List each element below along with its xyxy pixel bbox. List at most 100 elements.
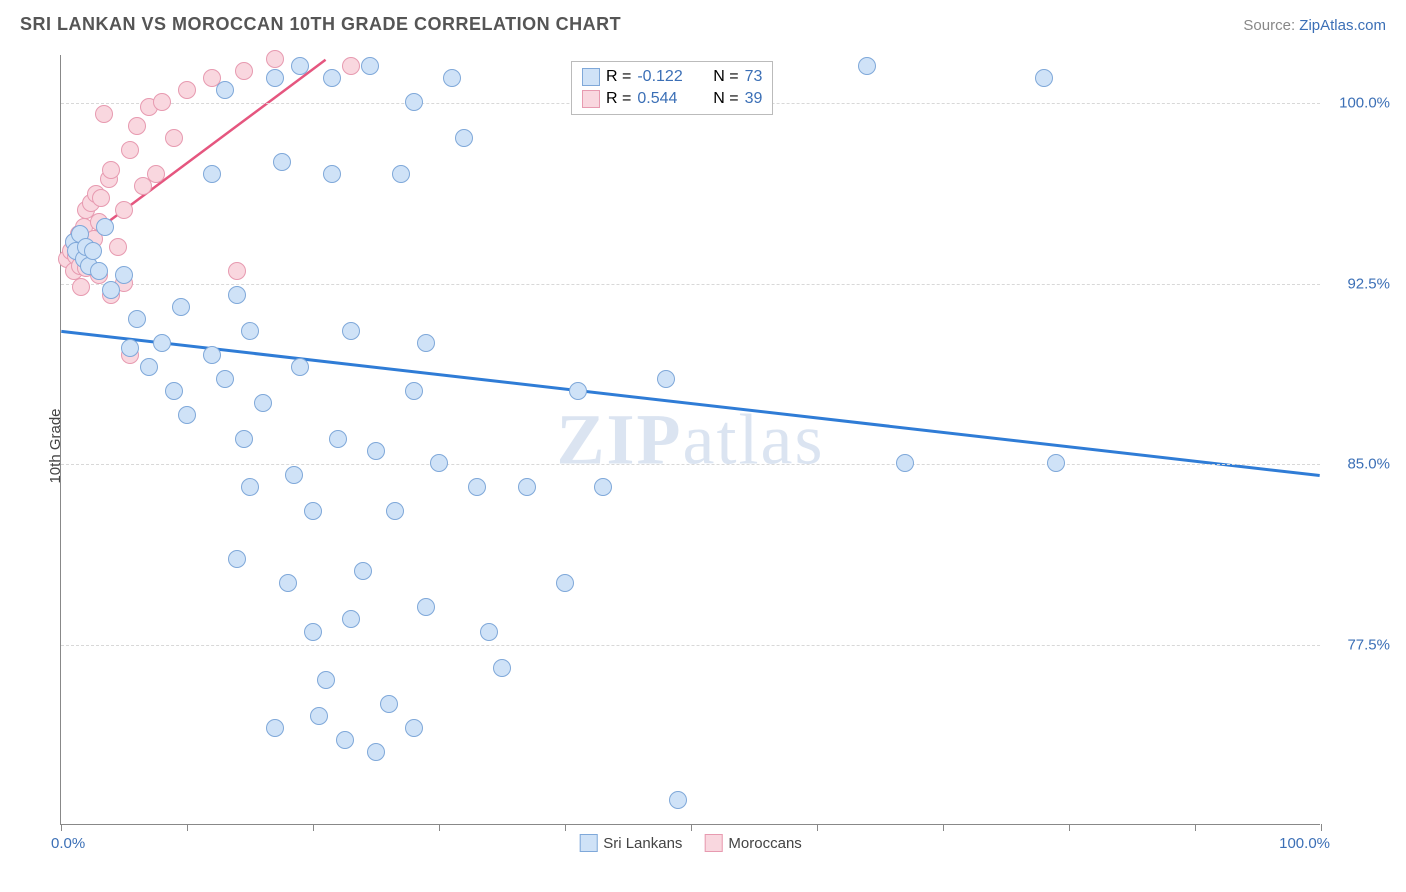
x-tick xyxy=(943,824,944,831)
data-point xyxy=(228,550,246,568)
data-point xyxy=(291,57,309,75)
x-tick xyxy=(817,824,818,831)
data-point xyxy=(858,57,876,75)
n-value: 73 xyxy=(745,68,763,86)
data-point xyxy=(556,574,574,592)
data-point xyxy=(102,281,120,299)
data-point xyxy=(430,454,448,472)
data-point xyxy=(380,695,398,713)
data-point xyxy=(323,69,341,87)
correlation-legend: R = -0.122 N = 73 R = 0.544 N = 39 xyxy=(571,61,773,115)
y-tick-label: 92.5% xyxy=(1330,275,1390,292)
chart-header: SRI LANKAN VS MOROCCAN 10TH GRADE CORREL… xyxy=(20,14,1386,35)
data-point xyxy=(669,791,687,809)
y-tick-label: 100.0% xyxy=(1330,95,1390,112)
legend-swatch xyxy=(579,834,597,852)
y-tick-label: 77.5% xyxy=(1330,636,1390,653)
data-point xyxy=(304,502,322,520)
data-point xyxy=(84,242,102,260)
legend-label: Moroccans xyxy=(728,835,801,852)
data-point xyxy=(417,334,435,352)
data-point xyxy=(128,310,146,328)
x-tick xyxy=(1195,824,1196,831)
data-point xyxy=(241,322,259,340)
r-value: -0.122 xyxy=(637,68,692,86)
scatter-plot-area: ZIPatlas 77.5%85.0%92.5%100.0%0.0%100.0%… xyxy=(60,55,1320,825)
data-point xyxy=(115,201,133,219)
legend-row: R = -0.122 N = 73 xyxy=(582,66,762,88)
data-point xyxy=(336,731,354,749)
n-label: N = xyxy=(713,68,738,86)
data-point xyxy=(896,454,914,472)
source-link[interactable]: ZipAtlas.com xyxy=(1299,17,1386,34)
r-label: R = xyxy=(606,90,631,108)
legend-swatch xyxy=(582,90,600,108)
data-point xyxy=(417,598,435,616)
data-point xyxy=(266,719,284,737)
watermark-light: atlas xyxy=(683,398,825,481)
data-point xyxy=(386,502,404,520)
data-point xyxy=(354,562,372,580)
data-point xyxy=(480,623,498,641)
x-tick xyxy=(187,824,188,831)
data-point xyxy=(657,370,675,388)
data-point xyxy=(102,161,120,179)
data-point xyxy=(493,659,511,677)
chart-title: SRI LANKAN VS MOROCCAN 10TH GRADE CORREL… xyxy=(20,14,621,35)
data-point xyxy=(254,394,272,412)
x-tick xyxy=(565,824,566,831)
data-point xyxy=(361,57,379,75)
data-point xyxy=(121,339,139,357)
data-point xyxy=(228,262,246,280)
data-point xyxy=(92,189,110,207)
n-label: N = xyxy=(713,90,738,108)
data-point xyxy=(96,218,114,236)
data-point xyxy=(216,81,234,99)
data-point xyxy=(153,334,171,352)
legend-swatch xyxy=(582,68,600,86)
legend-label: Sri Lankans xyxy=(603,835,682,852)
data-point xyxy=(121,141,139,159)
data-point xyxy=(304,623,322,641)
data-point xyxy=(266,50,284,68)
data-point xyxy=(329,430,347,448)
data-point xyxy=(90,262,108,280)
data-point xyxy=(203,346,221,364)
data-point xyxy=(266,69,284,87)
data-point xyxy=(172,298,190,316)
x-min-label: 0.0% xyxy=(51,835,85,852)
r-value: 0.544 xyxy=(637,90,692,108)
n-value: 39 xyxy=(745,90,763,108)
data-point xyxy=(310,707,328,725)
gridline-h xyxy=(61,645,1320,646)
data-point xyxy=(178,406,196,424)
data-point xyxy=(342,57,360,75)
data-point xyxy=(342,610,360,628)
legend-item: Moroccans xyxy=(704,834,801,852)
x-tick xyxy=(61,824,62,831)
data-point xyxy=(392,165,410,183)
r-label: R = xyxy=(606,68,631,86)
data-point xyxy=(1035,69,1053,87)
x-tick xyxy=(313,824,314,831)
data-point xyxy=(455,129,473,147)
y-tick-label: 85.0% xyxy=(1330,456,1390,473)
data-point xyxy=(235,62,253,80)
data-point xyxy=(1047,454,1065,472)
legend-item: Sri Lankans xyxy=(579,834,682,852)
watermark-bold: ZIP xyxy=(557,398,683,481)
data-point xyxy=(569,382,587,400)
x-max-label: 100.0% xyxy=(1279,835,1330,852)
legend-row: R = 0.544 N = 39 xyxy=(582,88,762,110)
data-point xyxy=(405,93,423,111)
source-attribution: Source: ZipAtlas.com xyxy=(1243,17,1386,34)
data-point xyxy=(279,574,297,592)
data-point xyxy=(147,165,165,183)
data-point xyxy=(468,478,486,496)
data-point xyxy=(594,478,612,496)
data-point xyxy=(128,117,146,135)
data-point xyxy=(443,69,461,87)
data-point xyxy=(216,370,234,388)
data-point xyxy=(178,81,196,99)
data-point xyxy=(291,358,309,376)
